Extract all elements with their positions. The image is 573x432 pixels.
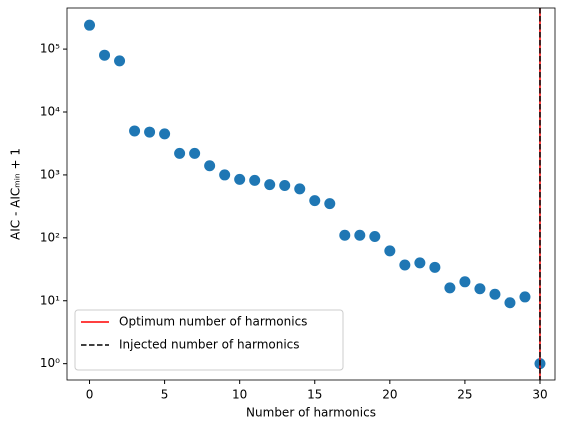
legend-box <box>74 309 344 371</box>
point <box>279 179 291 191</box>
y-tick-label: 10⁴ <box>40 105 60 119</box>
x-tick-label: 30 <box>532 388 547 402</box>
point <box>504 297 516 309</box>
axes-frame <box>66 7 556 381</box>
point <box>129 125 141 137</box>
x-tick-label: 25 <box>457 388 472 402</box>
point <box>114 55 126 67</box>
point <box>429 261 441 273</box>
legend-label: Injected number of harmonics <box>119 338 300 352</box>
y-tick-label: 10⁰ <box>40 356 60 370</box>
point <box>474 283 486 295</box>
point <box>459 276 471 288</box>
point <box>159 128 171 140</box>
x-tick-label: 10 <box>232 388 247 402</box>
x-tick-label: 15 <box>307 388 322 402</box>
point <box>399 259 411 271</box>
point <box>354 229 366 241</box>
point <box>519 291 531 303</box>
point <box>234 173 246 185</box>
x-tick-label: 5 <box>161 388 169 402</box>
point <box>174 147 186 159</box>
point <box>219 169 231 181</box>
point <box>204 160 216 172</box>
y-tick-label: 10² <box>40 230 60 244</box>
y-axis-label: AIC - AICₘᵢₙ + 1 <box>9 148 23 240</box>
point <box>324 198 336 210</box>
point <box>144 126 156 138</box>
point <box>99 49 111 61</box>
point <box>414 257 426 269</box>
x-tick-label: 0 <box>86 388 94 402</box>
point <box>384 245 396 257</box>
point <box>309 195 321 207</box>
x-tick-label: 20 <box>382 388 397 402</box>
y-tick-label: 10⁵ <box>40 42 60 56</box>
point <box>189 147 201 159</box>
y-tick-label: 10¹ <box>40 293 60 307</box>
point <box>339 229 351 241</box>
point <box>249 174 261 186</box>
point <box>84 19 96 31</box>
point <box>264 179 276 191</box>
y-tick-label: 10³ <box>40 167 60 181</box>
x-axis-label: Number of harmonics <box>246 406 376 420</box>
legend-label: Optimum number of harmonics <box>119 315 307 329</box>
point <box>444 282 456 294</box>
point <box>489 288 501 300</box>
point <box>294 183 306 195</box>
point <box>369 231 381 243</box>
